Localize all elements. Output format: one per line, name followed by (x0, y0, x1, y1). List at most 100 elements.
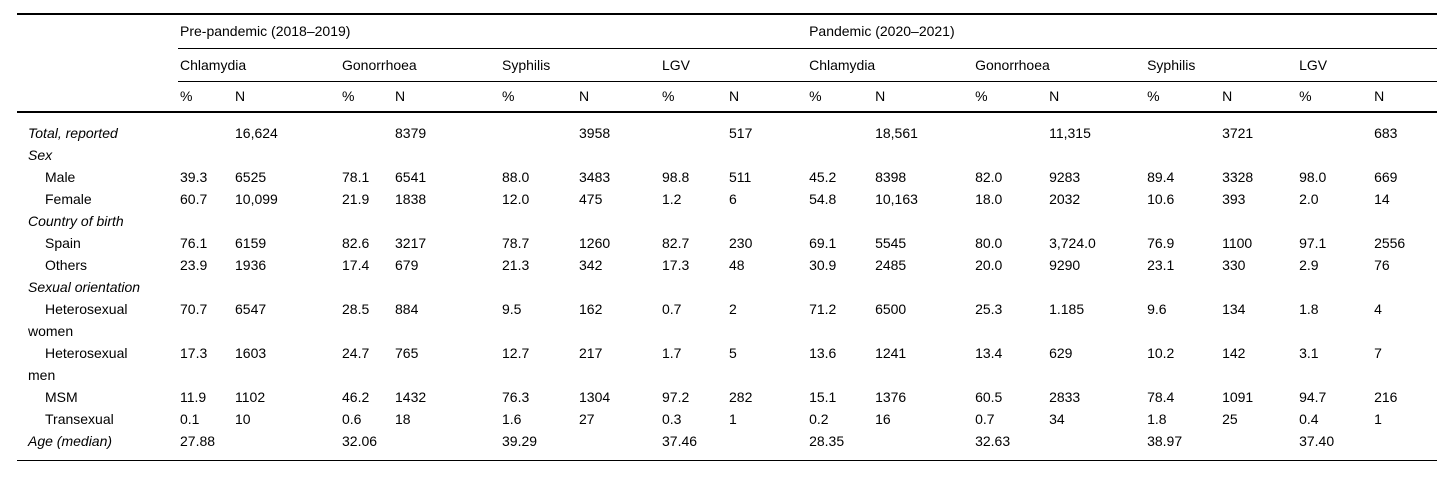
table-cell: 80.0 (975, 235, 1003, 251)
table-cell: 60.5 (975, 389, 1003, 405)
table-cell: 2.9 (1299, 257, 1319, 273)
disease-header: LGV (660, 48, 808, 82)
table-cell: 142 (1222, 345, 1246, 361)
table-cell: 1241 (875, 345, 907, 361)
table-cell: 1376 (875, 389, 907, 405)
table-cell: 1.2 (662, 191, 682, 207)
table-cell (393, 430, 500, 461)
table-cell: 39.3 (180, 169, 208, 185)
table-cell: 393 (1222, 191, 1246, 207)
disease-header: LGV (1297, 48, 1438, 82)
disease-header: Chlamydia (807, 48, 974, 82)
row-label: Transexual (45, 411, 114, 427)
table-cell: 16 (875, 411, 891, 427)
table-cell (178, 210, 233, 232)
table-cell: 683 (1374, 125, 1398, 141)
table-cell: 517 (729, 125, 753, 141)
table-cell: 82.6 (342, 235, 370, 251)
table-cell: 17.4 (342, 257, 370, 273)
table-cell: 21.3 (502, 257, 530, 273)
table-cell: 39.29 (500, 430, 577, 461)
table-cell: 10 (235, 411, 251, 427)
table-cell: 60.7 (180, 191, 208, 207)
table-cell: 82.0 (975, 169, 1003, 185)
table-cell (660, 210, 727, 232)
table-cell: 14 (1374, 191, 1390, 207)
table-cell: 0.7 (975, 411, 995, 427)
table-cell: 230 (729, 235, 753, 251)
subcolumn-header: % (500, 81, 577, 113)
table-cell: 97.2 (662, 389, 690, 405)
table-cell: 69.1 (809, 235, 837, 251)
table-cell: 1.6 (502, 411, 522, 427)
subcolumn-header: % (1145, 81, 1221, 113)
table-cell (1372, 276, 1437, 298)
disease-header: Syphilis (1145, 48, 1298, 82)
subcolumn-header: N (1220, 81, 1298, 113)
table-cell: 1304 (579, 389, 611, 405)
subcolumn-header: % (973, 81, 1048, 113)
table-cell (500, 210, 577, 232)
row-label: Age (median) (17, 430, 178, 461)
table-cell: 89.4 (1147, 169, 1175, 185)
row-label: Female (45, 191, 92, 207)
table-cell (233, 210, 340, 232)
table-cell: 25.3 (975, 301, 1003, 317)
table-cell: 3483 (579, 169, 611, 185)
table-cell: 629 (1049, 345, 1073, 361)
table-cell (233, 144, 340, 166)
table-cell (973, 210, 1047, 232)
table-cell (660, 112, 727, 144)
table-cell (178, 112, 233, 144)
subcolumn-header: N (577, 81, 660, 113)
table-cell (340, 276, 393, 298)
row-label: Others (45, 257, 88, 273)
table-cell: 2032 (1049, 191, 1081, 207)
table-cell (807, 112, 873, 144)
disease-header: Chlamydia (178, 48, 340, 82)
subcolumn-header: % (660, 81, 727, 113)
table-cell: 765 (395, 345, 419, 361)
row-label: Total, reported (28, 125, 118, 141)
table-cell: 1432 (395, 389, 427, 405)
table-cell: 82.7 (662, 235, 690, 251)
table-cell (577, 430, 660, 461)
table-cell (1145, 210, 1220, 232)
table-row: Sexual orientation (17, 276, 1437, 298)
table-cell: 15.1 (809, 389, 837, 405)
row-label: Male (45, 169, 76, 185)
disease-header: Syphilis (500, 48, 660, 82)
table-cell: 76.1 (180, 235, 208, 251)
table-row: MSM 11.9 1102 46.2 1432 76.3 1304 97.2 282 15.1 13… (17, 386, 1437, 408)
row-label: Sexual orientation (28, 279, 141, 295)
table-cell (500, 144, 577, 166)
table-cell (973, 276, 1047, 298)
table-cell: 162 (579, 301, 603, 317)
table-cell: 9.6 (1147, 301, 1167, 317)
table-cell: 1838 (395, 191, 427, 207)
table-cell: 6525 (235, 169, 267, 185)
table-cell: 0.1 (180, 411, 200, 427)
table-row: Total, reported 16,624 8379 3958 517 18,561 11… (17, 112, 1437, 144)
table-cell (1047, 430, 1146, 461)
table-cell: 6159 (235, 235, 267, 251)
table-cell (1297, 210, 1372, 232)
table-row: Sex (17, 144, 1437, 166)
row-label: Heterosexual women (28, 301, 128, 339)
table-cell (873, 210, 973, 232)
table-cell: 3217 (395, 235, 427, 251)
table-cell (1297, 144, 1372, 166)
table-cell: 217 (579, 345, 603, 361)
table-cell (393, 276, 500, 298)
table-cell (1220, 210, 1297, 232)
table-cell: 32.06 (340, 430, 393, 461)
table-cell (393, 210, 500, 232)
table-cell: 10.6 (1147, 191, 1175, 207)
table-cell (1047, 144, 1145, 166)
table-cell: 3328 (1222, 169, 1254, 185)
table-cell: 7 (1374, 345, 1382, 361)
table-cell: 76.3 (502, 389, 530, 405)
table-header: Pre-pandemic (2018–2019) Pandemic (2020–2… (17, 13, 1438, 113)
subcolumn-header: % (178, 81, 233, 113)
table-cell: 17.3 (662, 257, 690, 273)
